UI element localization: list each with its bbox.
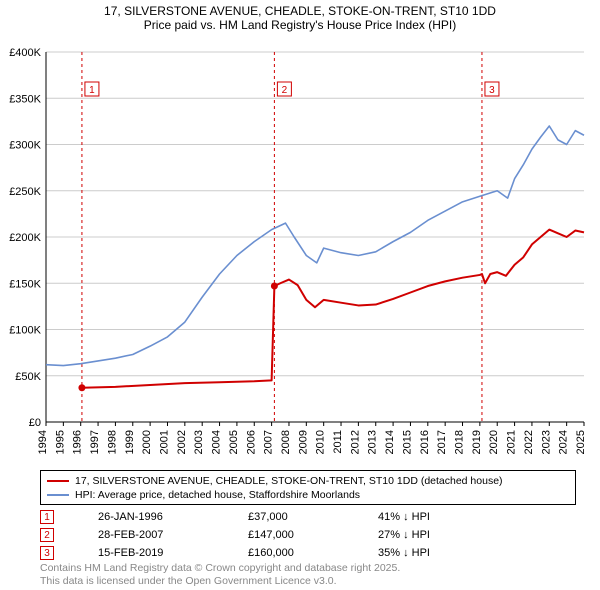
svg-text:2000: 2000 (141, 430, 153, 454)
svg-text:2014: 2014 (384, 430, 396, 454)
svg-text:2010: 2010 (315, 430, 327, 454)
svg-text:2025: 2025 (575, 430, 587, 454)
svg-text:£200K: £200K (9, 232, 41, 244)
legend: 17, SILVERSTONE AVENUE, CHEADLE, STOKE-O… (40, 470, 576, 505)
footer-line-2: This data is licensed under the Open Gov… (40, 575, 576, 588)
svg-text:2009: 2009 (297, 430, 309, 454)
svg-text:2005: 2005 (228, 430, 240, 454)
svg-text:1999: 1999 (124, 430, 136, 454)
svg-text:2021: 2021 (506, 430, 518, 454)
svg-text:2019: 2019 (471, 430, 483, 454)
sale-marker-box: 1 (40, 510, 54, 524)
svg-text:2006: 2006 (245, 430, 257, 454)
chart-area: £0 £50K £100K £150K £200K £250K £300K £350K £400… (0, 46, 600, 466)
svg-text:2022: 2022 (523, 430, 535, 454)
legend-swatch (47, 494, 69, 496)
sale-row: 1 26-JAN-1996£37,00041% ↓ HPI (40, 508, 576, 526)
svg-text:£0: £0 (29, 417, 41, 429)
sale-price: £147,000 (248, 529, 378, 541)
svg-text:2023: 2023 (540, 430, 552, 454)
legend-label: 17, SILVERSTONE AVENUE, CHEADLE, STOKE-O… (75, 474, 503, 488)
svg-text:2007: 2007 (263, 430, 275, 454)
legend-item: HPI: Average price, detached house, Staf… (47, 488, 569, 502)
svg-text:2: 2 (282, 85, 288, 96)
chart-title: 17, SILVERSTONE AVENUE, CHEADLE, STOKE-O… (0, 0, 600, 18)
svg-text:2002: 2002 (176, 430, 188, 454)
footer-attribution: Contains HM Land Registry data © Crown c… (40, 562, 576, 588)
svg-text:2004: 2004 (211, 430, 223, 454)
legend-item: 17, SILVERSTONE AVENUE, CHEADLE, STOKE-O… (47, 474, 569, 488)
svg-text:2018: 2018 (454, 430, 466, 454)
legend-label: HPI: Average price, detached house, Staf… (75, 488, 360, 502)
svg-text:2015: 2015 (401, 430, 413, 454)
sale-marker-box: 2 (40, 528, 54, 542)
sale-price: £160,000 (248, 547, 378, 559)
chart-subtitle: Price paid vs. HM Land Registry's House … (0, 18, 600, 32)
svg-text:2013: 2013 (367, 430, 379, 454)
sale-price: £37,000 (248, 511, 378, 523)
sale-delta: 35% ↓ HPI (378, 547, 430, 559)
sale-row: 2 28-FEB-2007£147,00027% ↓ HPI (40, 526, 576, 544)
sale-date: 15-FEB-2019 (98, 547, 248, 559)
legend-swatch (47, 480, 69, 482)
svg-text:1995: 1995 (54, 430, 66, 454)
sale-marker-box: 3 (40, 546, 54, 560)
svg-text:£350K: £350K (9, 93, 41, 105)
footer-line-1: Contains HM Land Registry data © Crown c… (40, 562, 576, 575)
svg-text:£400K: £400K (9, 47, 41, 59)
svg-text:£150K: £150K (9, 278, 41, 290)
svg-text:£100K: £100K (9, 325, 41, 337)
svg-text:2001: 2001 (158, 430, 170, 454)
sale-date: 28-FEB-2007 (98, 529, 248, 541)
svg-text:2017: 2017 (436, 430, 448, 454)
svg-text:2024: 2024 (558, 430, 570, 454)
svg-text:1994: 1994 (37, 430, 49, 454)
svg-text:2012: 2012 (349, 430, 361, 454)
svg-text:£50K: £50K (15, 371, 41, 383)
chart-svg: £0 £50K £100K £150K £200K £250K £300K £350K £400… (0, 46, 600, 466)
svg-text:2003: 2003 (193, 430, 205, 454)
svg-text:1998: 1998 (106, 430, 118, 454)
svg-text:2011: 2011 (332, 430, 344, 454)
svg-text:£300K: £300K (9, 140, 41, 152)
sales-table: 1 26-JAN-1996£37,00041% ↓ HPI 2 28-FEB-2007… (40, 508, 576, 562)
svg-text:£250K: £250K (9, 186, 41, 198)
svg-text:2020: 2020 (488, 430, 500, 454)
sale-delta: 41% ↓ HPI (378, 511, 430, 523)
svg-text:2008: 2008 (280, 430, 292, 454)
svg-text:1997: 1997 (89, 430, 101, 454)
svg-text:2016: 2016 (419, 430, 431, 454)
svg-text:1: 1 (89, 85, 95, 96)
sale-row: 3 15-FEB-2019£160,00035% ↓ HPI (40, 544, 576, 562)
sale-date: 26-JAN-1996 (98, 511, 248, 523)
svg-text:1996: 1996 (72, 430, 84, 454)
svg-text:3: 3 (489, 85, 495, 96)
sale-delta: 27% ↓ HPI (378, 529, 430, 541)
